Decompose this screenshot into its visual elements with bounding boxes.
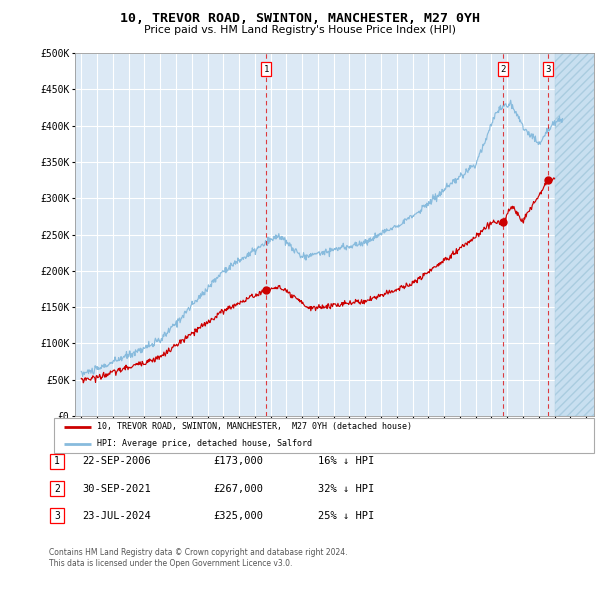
Text: Contains HM Land Registry data © Crown copyright and database right 2024.: Contains HM Land Registry data © Crown c… <box>49 548 348 557</box>
Bar <box>554 53 600 416</box>
Text: 3: 3 <box>545 64 550 74</box>
Text: 3: 3 <box>54 511 60 520</box>
Text: £325,000: £325,000 <box>213 511 263 520</box>
Text: 1: 1 <box>54 457 60 466</box>
Text: 2: 2 <box>54 484 60 493</box>
FancyBboxPatch shape <box>54 418 594 453</box>
Text: Price paid vs. HM Land Registry's House Price Index (HPI): Price paid vs. HM Land Registry's House … <box>144 25 456 35</box>
Text: 22-SEP-2006: 22-SEP-2006 <box>82 457 151 466</box>
Text: 10, TREVOR ROAD, SWINTON, MANCHESTER, M27 0YH: 10, TREVOR ROAD, SWINTON, MANCHESTER, M2… <box>120 12 480 25</box>
Text: 10, TREVOR ROAD, SWINTON, MANCHESTER,  M27 0YH (detached house): 10, TREVOR ROAD, SWINTON, MANCHESTER, M2… <box>97 422 412 431</box>
Text: £267,000: £267,000 <box>213 484 263 493</box>
Text: 32% ↓ HPI: 32% ↓ HPI <box>318 484 374 493</box>
FancyBboxPatch shape <box>50 454 64 469</box>
Text: 25% ↓ HPI: 25% ↓ HPI <box>318 511 374 520</box>
FancyBboxPatch shape <box>50 508 64 523</box>
FancyBboxPatch shape <box>50 481 64 496</box>
Text: 16% ↓ HPI: 16% ↓ HPI <box>318 457 374 466</box>
Text: £173,000: £173,000 <box>213 457 263 466</box>
Text: HPI: Average price, detached house, Salford: HPI: Average price, detached house, Salf… <box>97 439 312 448</box>
Text: 30-SEP-2021: 30-SEP-2021 <box>82 484 151 493</box>
Text: 1: 1 <box>263 64 269 74</box>
Text: 2: 2 <box>500 64 506 74</box>
Text: 23-JUL-2024: 23-JUL-2024 <box>82 511 151 520</box>
Text: This data is licensed under the Open Government Licence v3.0.: This data is licensed under the Open Gov… <box>49 559 293 568</box>
